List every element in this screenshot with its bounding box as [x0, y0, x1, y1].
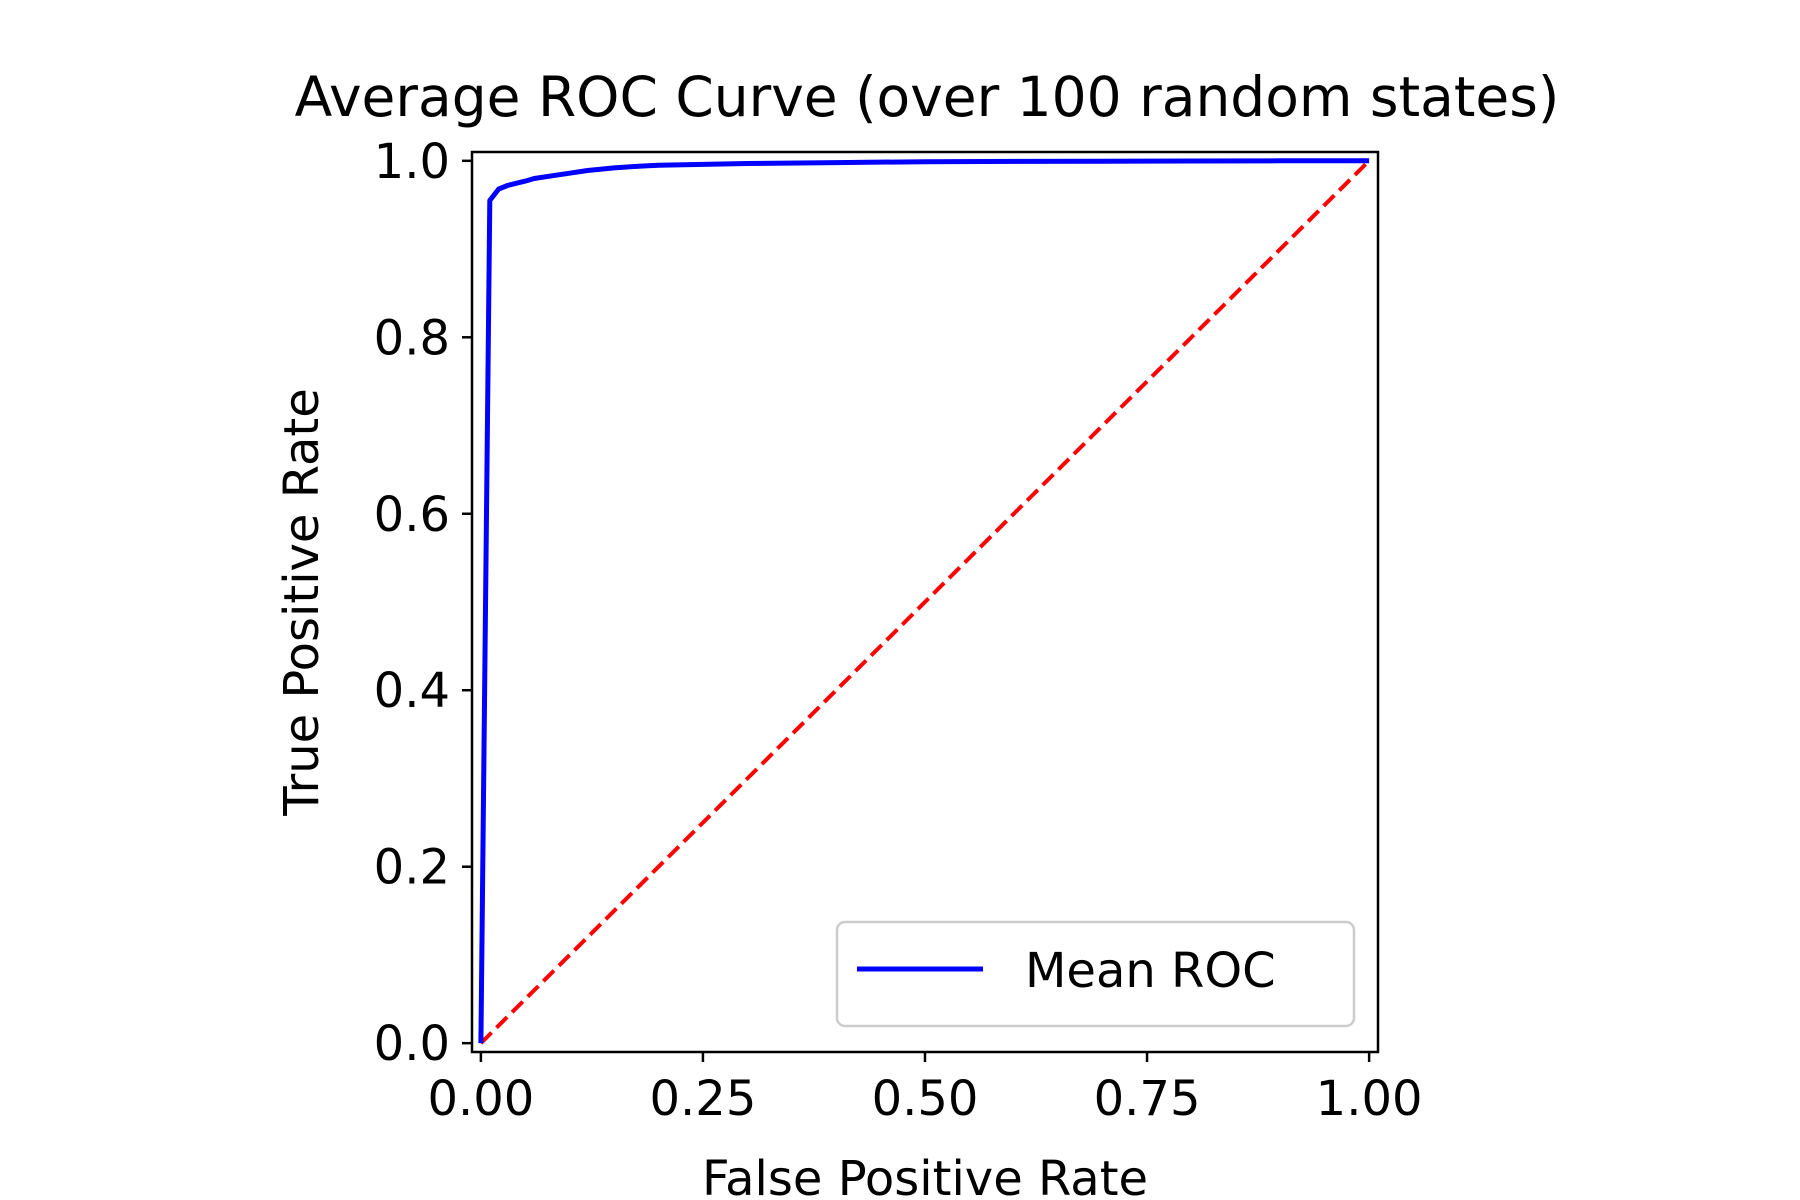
x-tick-label: 1.00 [1316, 1071, 1423, 1127]
y-axis-ticks: 0.0 0.2 0.4 0.6 0.8 1.0 [374, 134, 472, 1072]
y-tick-label: 0.8 [374, 310, 450, 366]
legend-box [835, 920, 1356, 1028]
mean-roc-line [478, 158, 1370, 1044]
x-axis-label: False Positive Rate [702, 1151, 1148, 1200]
y-tick-label: 1.0 [374, 134, 450, 190]
y-tick-label: 0.6 [374, 487, 450, 543]
x-tick-label: 0.25 [650, 1071, 757, 1127]
x-tick-label: 0.75 [1094, 1071, 1201, 1127]
y-tick-label: 0.4 [374, 663, 450, 719]
y-tick-label: 0.0 [374, 1016, 450, 1072]
legend: Mean ROC [835, 920, 1356, 1028]
y-tick-label: 0.2 [374, 840, 450, 896]
chart-title: Average ROC Curve (over 100 random state… [295, 65, 1560, 129]
plot-lines [478, 158, 1371, 1045]
legend-label-mean-roc: Mean ROC [1025, 943, 1276, 999]
y-axis-label: True Positive Rate [274, 388, 330, 817]
x-tick-label: 0.50 [872, 1071, 979, 1127]
x-tick-label: 0.00 [427, 1071, 534, 1127]
x-axis-ticks: 0.00 0.25 0.50 0.75 1.00 [427, 1052, 1423, 1127]
diagonal-reference-line [479, 159, 1371, 1045]
